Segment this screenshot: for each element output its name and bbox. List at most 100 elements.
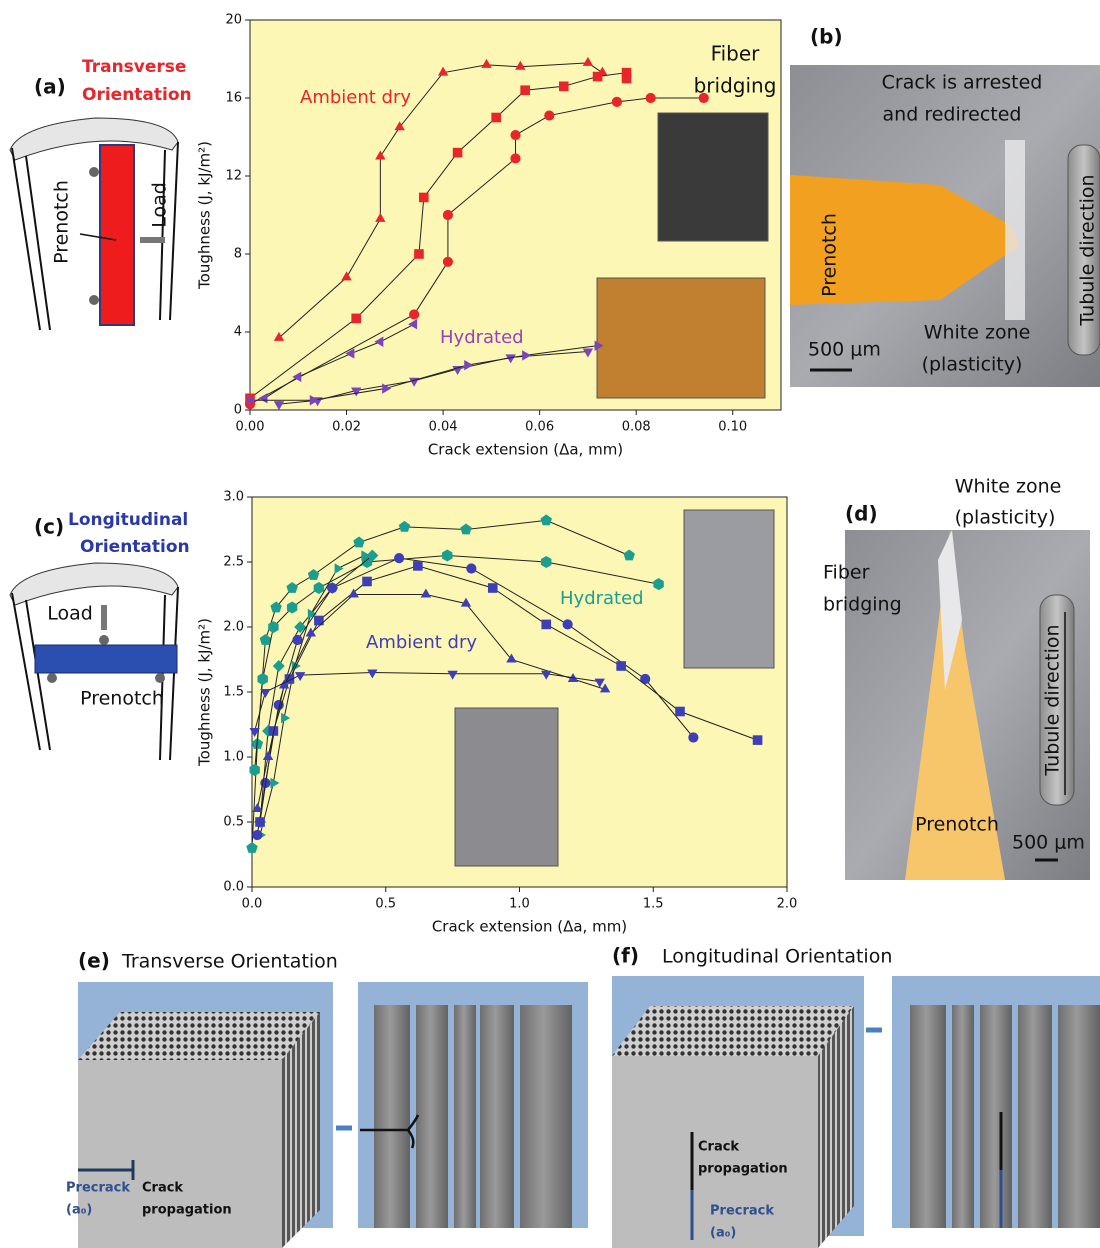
y-tick-label: 12 — [225, 169, 242, 184]
panel-title: Transverse — [82, 57, 186, 77]
marker — [443, 257, 453, 267]
label: (a₀) — [66, 1203, 92, 1218]
label: White zone — [955, 476, 1062, 498]
marker — [443, 210, 453, 220]
label: Precrack — [710, 1204, 774, 1219]
label: Crack — [698, 1140, 739, 1155]
label: Prenotch — [80, 688, 164, 710]
marker — [640, 674, 650, 684]
panel-title: Longitudinal Orientation — [662, 946, 892, 968]
annotation: Fiber — [711, 42, 761, 66]
annotation: bridging — [694, 74, 777, 98]
white-zone — [1005, 140, 1025, 320]
marker — [616, 661, 626, 671]
tubule — [1018, 1005, 1052, 1228]
x-axis-title: Crack extension (Δa, mm) — [432, 918, 627, 936]
x-tick-label: 0.10 — [718, 420, 747, 435]
support — [47, 673, 57, 683]
marker — [409, 309, 419, 319]
y-tick-label: 2.0 — [223, 620, 244, 635]
tubule — [520, 1005, 572, 1228]
x-tick-label: 1.5 — [643, 897, 664, 912]
label: White zone — [924, 322, 1031, 344]
tubule — [1058, 1005, 1100, 1228]
panel-label: (e) — [78, 949, 110, 973]
marker — [362, 577, 372, 587]
marker — [646, 93, 656, 103]
tubule — [374, 1005, 410, 1228]
label: Prenotch — [819, 213, 841, 297]
scale-label: 500 μm — [808, 339, 881, 361]
x-tick-label: 0.00 — [236, 420, 265, 435]
inset-photo — [684, 510, 774, 668]
marker — [541, 620, 551, 630]
marker — [351, 314, 361, 324]
y-tick-label: 2.5 — [223, 555, 244, 570]
label: Load — [47, 603, 93, 625]
x-tick-label: 0.06 — [525, 420, 554, 435]
label: Crack — [142, 1181, 183, 1196]
label: propagation — [698, 1162, 788, 1177]
panel-label: (d) — [845, 502, 878, 526]
panel-title: Orientation — [80, 537, 190, 557]
label: (plasticity) — [955, 507, 1056, 529]
marker — [414, 249, 424, 259]
support — [89, 295, 99, 305]
marker — [394, 553, 404, 563]
x-tick-label: 0.5 — [375, 897, 396, 912]
marker — [563, 619, 573, 629]
marker — [510, 153, 520, 163]
label: Tubule direction — [1077, 174, 1099, 326]
panel-a: (a) Transverse Orientation Prenotch Load — [10, 57, 192, 330]
panel-c: (c) Longitudinal Orientation Load Prenot… — [10, 510, 190, 760]
marker — [419, 193, 429, 203]
x-axis-title: Crack extension (Δa, mm) — [428, 441, 623, 459]
marker — [314, 616, 324, 626]
y-tick-label: 0 — [234, 403, 242, 418]
marker — [252, 830, 262, 840]
tubule — [454, 1005, 476, 1228]
x-tick-label: 2.0 — [777, 897, 798, 912]
panel-label: (c) — [34, 515, 64, 539]
label: and redirected — [883, 104, 1022, 126]
y-tick-label: 20 — [225, 13, 242, 28]
marker — [622, 74, 632, 84]
x-tick-label: 0.08 — [622, 420, 651, 435]
label: Precrack — [66, 1181, 130, 1196]
label: Crack is arrested — [882, 72, 1043, 94]
support — [89, 167, 99, 177]
marker — [413, 561, 423, 571]
y-tick-label: 8 — [234, 247, 242, 262]
x-tick-label: 0.0 — [242, 897, 263, 912]
scale-label: 500 μm — [1012, 832, 1085, 854]
marker — [466, 563, 476, 573]
marker — [520, 85, 530, 95]
label: Tubule direction — [1042, 624, 1064, 776]
panel-title: Orientation — [82, 85, 192, 105]
tubule — [952, 1005, 974, 1228]
label: (plasticity) — [922, 354, 1023, 376]
block-front — [78, 1060, 282, 1248]
figure: (a) Transverse Orientation Prenotch Load… — [0, 0, 1100, 1248]
inset-photo — [658, 113, 768, 241]
y-tick-label: 1.0 — [223, 750, 244, 765]
label: (a₀) — [710, 1226, 736, 1241]
annotation: Hydrated — [440, 327, 524, 348]
panel-b: (b) Crack is arrested and redirected Pre… — [790, 25, 1100, 388]
panel-title: Longitudinal — [68, 510, 188, 530]
marker — [544, 110, 554, 120]
panel-title: Transverse Orientation — [121, 951, 338, 973]
y-tick-label: 16 — [225, 91, 242, 106]
bone-cap — [10, 563, 178, 605]
annotation: Ambient dry — [300, 87, 411, 108]
y-tick-label: 0.0 — [223, 880, 244, 895]
marker — [612, 97, 622, 107]
y-tick-label: 3.0 — [223, 490, 244, 505]
specimen — [35, 645, 177, 673]
panel-label: (f) — [612, 944, 639, 968]
marker — [675, 707, 685, 717]
y-tick-label: 1.5 — [223, 685, 244, 700]
y-tick-label: 4 — [234, 325, 242, 340]
marker — [488, 583, 498, 593]
